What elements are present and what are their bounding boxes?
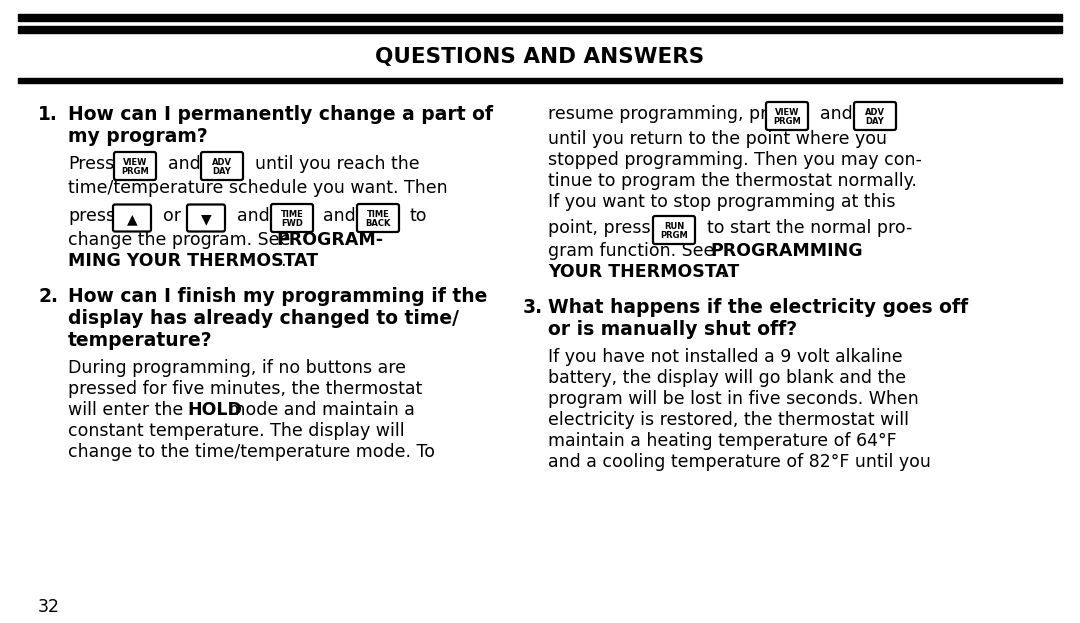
FancyBboxPatch shape (201, 152, 243, 180)
Text: PRGM: PRGM (121, 166, 149, 176)
Text: 32: 32 (38, 598, 60, 616)
Text: and a cooling temperature of 82°F until you: and a cooling temperature of 82°F until … (548, 453, 931, 471)
Text: tinue to program the thermostat normally.: tinue to program the thermostat normally… (548, 172, 917, 190)
Text: RUN: RUN (664, 222, 684, 231)
Text: ▼: ▼ (201, 212, 212, 226)
FancyBboxPatch shape (653, 216, 696, 244)
Text: TIME: TIME (366, 210, 390, 219)
Text: 2.: 2. (38, 287, 58, 306)
Text: What happens if the electricity goes off: What happens if the electricity goes off (548, 298, 968, 317)
Text: BACK: BACK (365, 219, 391, 227)
Text: temperature?: temperature? (68, 331, 213, 350)
Text: change to the time/temperature mode. To: change to the time/temperature mode. To (68, 443, 435, 461)
Text: and: and (820, 105, 853, 123)
Text: or is manually shut off?: or is manually shut off? (548, 320, 797, 339)
Text: 1.: 1. (38, 105, 58, 124)
FancyBboxPatch shape (187, 204, 225, 232)
FancyBboxPatch shape (854, 102, 896, 130)
Text: .: . (720, 263, 726, 281)
Text: YOUR THERMOSTAT: YOUR THERMOSTAT (548, 263, 739, 281)
Text: stopped programming. Then you may con-: stopped programming. Then you may con- (548, 151, 922, 169)
Text: PRGM: PRGM (773, 117, 801, 125)
Text: mode and maintain a: mode and maintain a (222, 401, 415, 419)
Text: ▲: ▲ (126, 212, 137, 226)
Text: gram function. See: gram function. See (548, 242, 720, 260)
Text: point, press: point, press (548, 219, 650, 237)
Text: 3.: 3. (523, 298, 543, 317)
FancyBboxPatch shape (357, 204, 399, 232)
Bar (18, 26, 1062, 33)
Text: VIEW: VIEW (123, 158, 147, 167)
Text: to: to (409, 207, 427, 225)
Text: display has already changed to time/: display has already changed to time/ (68, 309, 459, 328)
Text: to start the normal pro-: to start the normal pro- (707, 219, 913, 237)
Text: time/temperature schedule you want. Then: time/temperature schedule you want. Then (68, 179, 447, 197)
Text: How can I finish my programming if the: How can I finish my programming if the (68, 287, 487, 306)
Text: will enter the: will enter the (68, 401, 189, 419)
Text: electricity is restored, the thermostat will: electricity is restored, the thermostat … (548, 411, 909, 429)
Bar (18, 14, 1062, 21)
Text: If you have not installed a 9 volt alkaline: If you have not installed a 9 volt alkal… (548, 348, 903, 366)
Text: change the program. See: change the program. See (68, 231, 296, 249)
Text: PROGRAMMING: PROGRAMMING (710, 242, 863, 260)
Text: DAY: DAY (213, 166, 231, 176)
Text: pressed for five minutes, the thermostat: pressed for five minutes, the thermostat (68, 380, 422, 398)
Text: and: and (323, 207, 355, 225)
Text: HOLD: HOLD (187, 401, 242, 419)
FancyBboxPatch shape (114, 152, 156, 180)
Text: until you reach the: until you reach the (255, 155, 420, 173)
Text: VIEW: VIEW (774, 108, 799, 117)
Text: ADV: ADV (865, 108, 885, 117)
Text: DAY: DAY (866, 117, 885, 125)
Text: constant temperature. The display will: constant temperature. The display will (68, 422, 405, 440)
Text: and: and (237, 207, 270, 225)
Text: program will be lost in five seconds. When: program will be lost in five seconds. Wh… (548, 390, 919, 408)
Text: press: press (68, 207, 116, 225)
FancyBboxPatch shape (271, 204, 313, 232)
FancyBboxPatch shape (766, 102, 808, 130)
Text: How can I permanently change a part of: How can I permanently change a part of (68, 105, 492, 124)
Text: FWD: FWD (281, 219, 302, 227)
Text: resume programming, press: resume programming, press (548, 105, 796, 123)
Text: maintain a heating temperature of 64°F: maintain a heating temperature of 64°F (548, 432, 896, 450)
Text: Press: Press (68, 155, 114, 173)
Text: TIME: TIME (281, 210, 303, 219)
Text: .: . (280, 252, 285, 270)
Text: and: and (168, 155, 201, 173)
Text: MING YOUR THERMOSTAT: MING YOUR THERMOSTAT (68, 252, 319, 270)
Text: QUESTIONS AND ANSWERS: QUESTIONS AND ANSWERS (376, 47, 704, 67)
Text: ADV: ADV (212, 158, 232, 167)
Text: battery, the display will go blank and the: battery, the display will go blank and t… (548, 369, 906, 387)
Text: If you want to stop programming at this: If you want to stop programming at this (548, 193, 895, 211)
Text: PROGRAM-: PROGRAM- (276, 231, 383, 249)
Text: During programming, if no buttons are: During programming, if no buttons are (68, 359, 406, 377)
Text: my program?: my program? (68, 127, 207, 146)
Text: PRGM: PRGM (660, 231, 688, 239)
Bar (18, 78, 1062, 83)
Text: until you return to the point where you: until you return to the point where you (548, 130, 887, 148)
FancyBboxPatch shape (113, 204, 151, 232)
Text: or: or (163, 207, 181, 225)
